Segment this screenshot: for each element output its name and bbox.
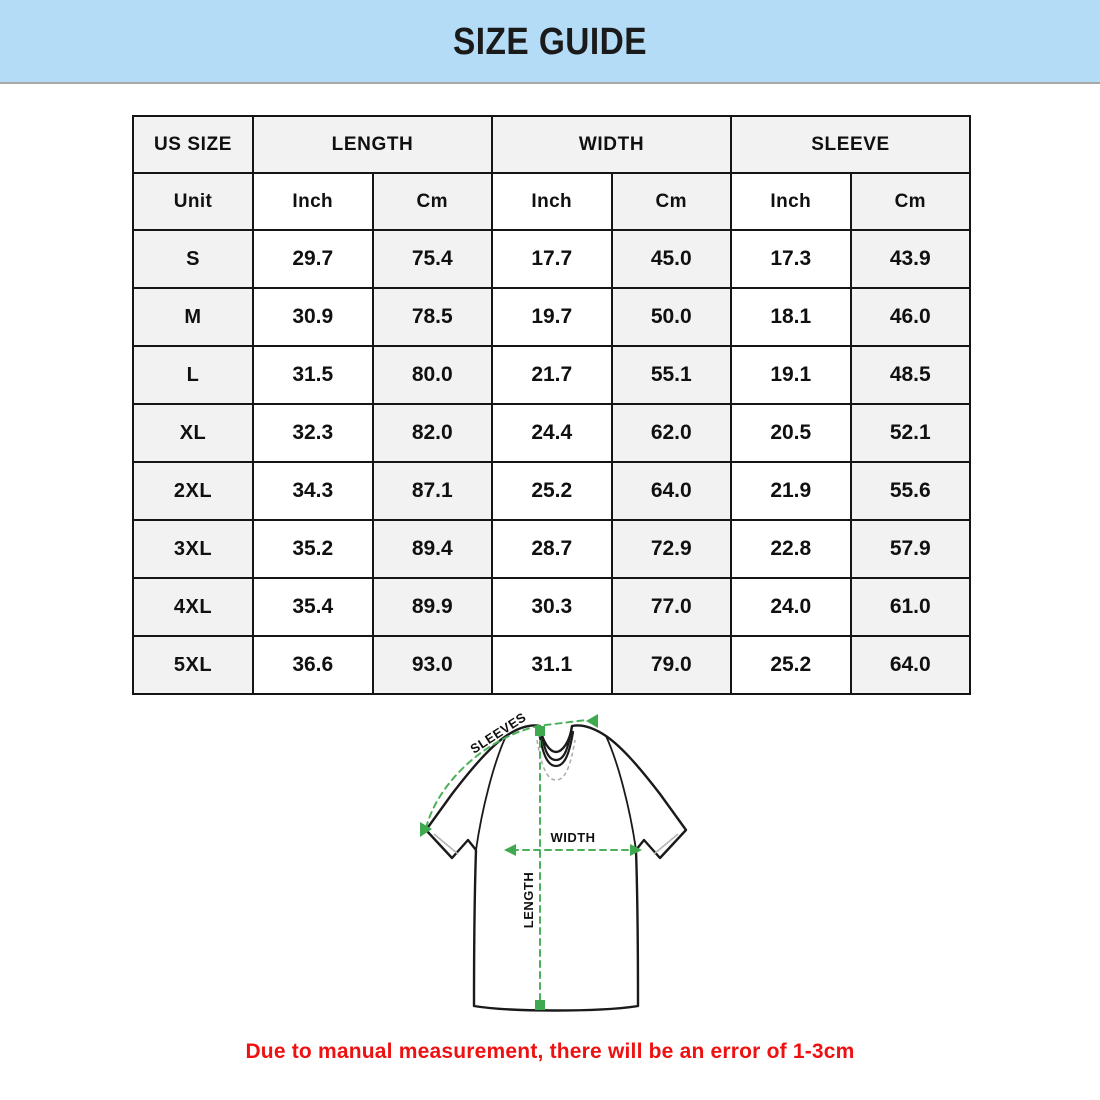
- sleeve-hem-lines-icon: [433, 833, 679, 855]
- shoulder-seam-icon: [475, 735, 637, 851]
- unit-header-sleeve-cm: Cm: [849, 172, 972, 231]
- unit-header-width-cm: Cm: [610, 172, 733, 231]
- cell-width-inch-3xl: 28.7: [491, 519, 613, 579]
- cell-length-inch-m: 30.9: [252, 287, 374, 347]
- cell-width-inch-s: 17.7: [491, 229, 613, 289]
- cell-length-cm-5xl: 93.0: [371, 635, 493, 695]
- cell-length-inch-xl: 32.3: [252, 403, 374, 463]
- group-header-us-size: US SIZE: [132, 115, 254, 174]
- cell-length-cm-l: 80.0: [371, 345, 493, 405]
- tshirt-outline-icon: [424, 724, 688, 1012]
- length-label: LENGTH: [521, 872, 536, 928]
- cell-size-2xl: 2XL: [132, 461, 254, 521]
- cell-sleeve-cm-s: 43.9: [849, 229, 972, 289]
- collar-inner-dashed-icon: [536, 739, 576, 781]
- table-row: 4XL 35.4 89.9 30.3 77.0 24.0 61.0: [132, 577, 972, 637]
- cell-size-5xl: 5XL: [132, 635, 254, 695]
- table-group-header-row: US SIZE LENGTH WIDTH SLEEVE: [132, 115, 972, 174]
- cell-width-cm-l: 55.1: [610, 345, 733, 405]
- table-row: XL 32.3 82.0 24.4 62.0 20.5 52.1: [132, 403, 972, 463]
- group-header-sleeve: SLEEVE: [730, 115, 972, 174]
- cell-length-inch-4xl: 35.4: [252, 577, 374, 637]
- cell-length-cm-2xl: 87.1: [371, 461, 493, 521]
- cell-size-l: L: [132, 345, 254, 405]
- cell-size-4xl: 4XL: [132, 577, 254, 637]
- collar-band-icon: [537, 724, 575, 768]
- cell-width-cm-5xl: 79.0: [610, 635, 733, 695]
- measure-arrowheads-icon: [420, 714, 642, 1010]
- cell-length-inch-s: 29.7: [252, 229, 374, 289]
- unit-header-unit: Unit: [132, 172, 254, 231]
- cell-size-xl: XL: [132, 403, 254, 463]
- cell-width-inch-l: 21.7: [491, 345, 613, 405]
- cell-width-inch-m: 19.7: [491, 287, 613, 347]
- table-row: S 29.7 75.4 17.7 45.0 17.3 43.9: [132, 229, 972, 289]
- table-row: L 31.5 80.0 21.7 55.1 19.1 48.5: [132, 345, 972, 405]
- size-chart-table: US SIZE LENGTH WIDTH SLEEVE Unit Inch Cm…: [132, 115, 972, 695]
- cell-width-cm-s: 45.0: [610, 229, 733, 289]
- cell-sleeve-inch-s: 17.3: [730, 229, 852, 289]
- cell-sleeve-inch-4xl: 24.0: [730, 577, 852, 637]
- tshirt-measurement-diagram: SLEEVES WIDTH LENGTH: [390, 690, 760, 1020]
- cell-sleeve-cm-m: 46.0: [849, 287, 972, 347]
- cell-length-cm-4xl: 89.9: [371, 577, 493, 637]
- table-row: 5XL 36.6 93.0 31.1 79.0 25.2 64.0: [132, 635, 972, 695]
- cell-length-inch-5xl: 36.6: [252, 635, 374, 695]
- cell-sleeve-inch-xl: 20.5: [730, 403, 852, 463]
- cell-size-s: S: [132, 229, 254, 289]
- page-title: SIZE GUIDE: [453, 20, 647, 63]
- group-header-length: LENGTH: [252, 115, 493, 174]
- cell-width-inch-2xl: 25.2: [491, 461, 613, 521]
- cell-width-inch-xl: 24.4: [491, 403, 613, 463]
- unit-header-length-cm: Cm: [371, 172, 493, 231]
- cell-width-inch-4xl: 30.3: [491, 577, 613, 637]
- cell-sleeve-inch-m: 18.1: [730, 287, 852, 347]
- cell-sleeve-cm-xl: 52.1: [849, 403, 972, 463]
- cell-sleeve-inch-l: 19.1: [730, 345, 852, 405]
- cell-size-3xl: 3XL: [132, 519, 254, 579]
- cell-sleeve-inch-3xl: 22.8: [730, 519, 852, 579]
- width-label: WIDTH: [550, 830, 595, 845]
- size-table-container: US SIZE LENGTH WIDTH SLEEVE Unit Inch Cm…: [132, 115, 972, 695]
- cell-width-cm-xl: 62.0: [610, 403, 733, 463]
- unit-header-width-in: Inch: [491, 172, 613, 231]
- cell-width-inch-5xl: 31.1: [491, 635, 613, 695]
- cell-width-cm-4xl: 77.0: [610, 577, 733, 637]
- cell-sleeve-cm-3xl: 57.9: [849, 519, 972, 579]
- cell-length-cm-m: 78.5: [371, 287, 493, 347]
- table-row: 3XL 35.2 89.4 28.7 72.9 22.8 57.9: [132, 519, 972, 579]
- unit-header-length-in: Inch: [252, 172, 374, 231]
- cell-length-cm-xl: 82.0: [371, 403, 493, 463]
- table-unit-header-row: Unit Inch Cm Inch Cm Inch Cm: [132, 172, 972, 231]
- cell-length-cm-3xl: 89.4: [371, 519, 493, 579]
- table-head: US SIZE LENGTH WIDTH SLEEVE Unit Inch Cm…: [132, 115, 972, 231]
- cell-sleeve-inch-5xl: 25.2: [730, 635, 852, 695]
- cell-sleeve-cm-5xl: 64.0: [849, 635, 972, 695]
- cell-sleeve-cm-l: 48.5: [849, 345, 972, 405]
- table-body: S 29.7 75.4 17.7 45.0 17.3 43.9 M 30.9 78.5 19.7 50…: [132, 229, 972, 695]
- cell-width-cm-2xl: 64.0: [610, 461, 733, 521]
- table-row: 2XL 34.3 87.1 25.2 64.0 21.9 55.6: [132, 461, 972, 521]
- cell-width-cm-3xl: 72.9: [610, 519, 733, 579]
- cell-width-cm-m: 50.0: [610, 287, 733, 347]
- cell-sleeve-cm-4xl: 61.0: [849, 577, 972, 637]
- sleeves-measure-line: [425, 719, 587, 829]
- cell-length-inch-l: 31.5: [252, 345, 374, 405]
- cell-sleeve-cm-2xl: 55.6: [849, 461, 972, 521]
- cell-length-cm-s: 75.4: [371, 229, 493, 289]
- table-row: M 30.9 78.5 19.7 50.0 18.1 46.0: [132, 287, 972, 347]
- cell-size-m: M: [132, 287, 254, 347]
- cell-sleeve-inch-2xl: 21.9: [730, 461, 852, 521]
- group-header-width: WIDTH: [490, 115, 733, 174]
- cell-length-inch-3xl: 35.2: [252, 519, 374, 579]
- unit-header-sleeve-in: Inch: [730, 172, 852, 231]
- cell-length-inch-2xl: 34.3: [252, 461, 374, 521]
- measurement-disclaimer: Due to manual measurement, there will be…: [245, 1040, 855, 1063]
- header-band: SIZE GUIDE: [0, 0, 1100, 84]
